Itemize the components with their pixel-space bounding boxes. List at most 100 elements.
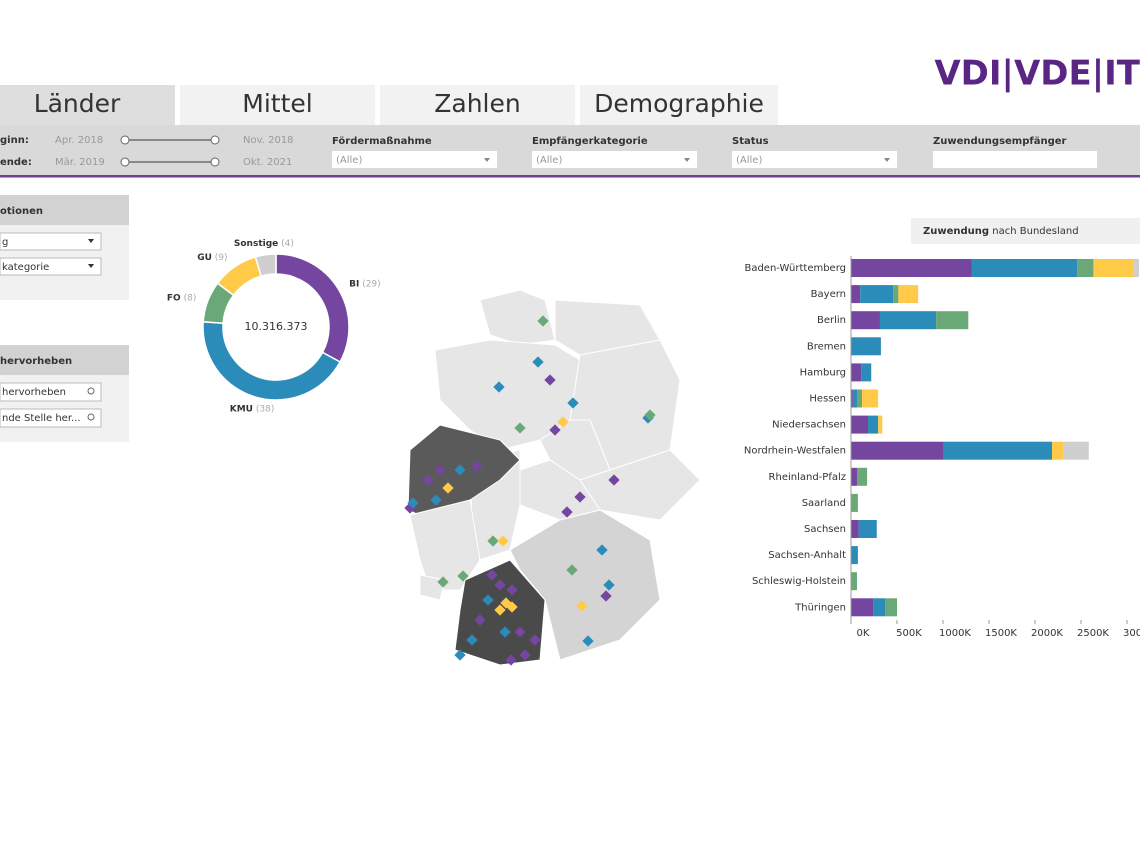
map-point [549,424,561,436]
date-label: ginn: [0,135,29,146]
donut-category: Sonstige [234,238,278,248]
date-to: Nov. 2018 [243,135,294,146]
map-point [487,535,499,547]
map-point [471,460,483,472]
bar-segment [851,520,859,538]
map-point [544,374,556,386]
dropdown[interactable] [732,151,897,168]
bar-segment [852,389,857,408]
option-dropdown[interactable] [0,257,102,276]
x-tick-label: 500K [896,628,922,639]
map-point [482,594,494,606]
y-tick-label: Rheinland-Pfalz [769,472,846,483]
logo: VDI|VDE|IT [934,54,1140,94]
bar-segment [851,441,943,460]
map-point [514,422,526,434]
map-point [442,482,454,494]
donut-count: (4) [281,238,294,248]
tab-label[interactable]: Mittel [242,89,312,118]
tab[interactable] [0,85,175,125]
donut-total: 10.316.373 [245,320,308,333]
bar-segment [851,389,853,408]
bar-segment [898,285,919,304]
tab-label[interactable]: Zahlen [434,89,520,118]
map-point [407,497,419,509]
bar-segment [851,285,861,304]
bar-segment [1052,441,1064,460]
map-point [430,494,442,506]
dropdown-value: (Alle) [336,155,362,166]
bar-segment [879,311,937,330]
map-point [600,590,612,602]
y-tick-label: Sachsen [804,524,846,535]
option-dropdown[interactable] [0,232,102,251]
map-point [576,600,588,612]
donut-label: BI (29) [349,279,381,289]
bar-segment [856,389,863,408]
map-point [529,634,541,646]
tab-label[interactable]: Länder [34,89,121,118]
dropdown[interactable] [332,151,497,168]
map-point [532,356,544,368]
bar-segment [851,598,874,617]
donut-slice [254,253,277,278]
highlight-placeholder: nde Stelle her... [2,413,81,424]
highlight-header [0,345,129,375]
y-tick-label: Bremen [807,341,846,352]
map-point [514,626,526,638]
map-point [608,474,620,486]
bar-segment [851,311,880,330]
map-point [574,491,586,503]
filter-divider [0,175,1140,178]
bar-segment [851,572,857,591]
tab[interactable] [380,85,575,125]
highlight-placeholder: hervorheben [2,387,66,398]
map-point [497,535,509,547]
bar-segment [971,259,1078,277]
donut-count: (9) [215,253,228,263]
title-rest: nach Bundesland [992,226,1078,237]
slider-knob[interactable] [120,135,130,145]
x-tick-label: 2500K [1077,628,1109,639]
bar-segment [873,598,886,617]
bar-segment [936,311,969,330]
slider-knob[interactable] [120,157,130,167]
filter-label: Empfängerkategorie [532,136,648,147]
map-point [644,409,656,421]
search-icon [87,413,95,421]
donut-category: FO [167,293,181,303]
y-tick-label: Schleswig-Holstein [752,576,846,587]
highlight-input[interactable] [0,408,102,428]
donut-label: Sonstige (4) [234,238,294,248]
bar-segment [943,441,1053,460]
tab[interactable] [580,85,778,125]
slider-knob[interactable] [210,157,220,167]
search-box[interactable] [933,151,1097,168]
map-point [454,464,466,476]
bar-segment [851,259,972,277]
tab-label[interactable]: Demographie [594,89,764,118]
highlight-input[interactable] [0,382,102,402]
map-point [486,569,498,581]
x-tick-label: 1000K [939,628,971,639]
search-icon [87,387,95,395]
slider-knob[interactable] [210,135,220,145]
donut-count: (29) [362,279,380,289]
date-label: ende: [0,157,32,168]
dropdown-arrow [484,158,490,162]
dropdown[interactable] [532,151,697,168]
donut-slice [202,320,342,401]
y-tick-label: Nordrhein-Westfalen [744,446,846,457]
map-point [494,604,506,616]
map-point [457,570,469,582]
y-tick-label: Saarland [802,498,846,509]
tab[interactable] [180,85,375,125]
date-to: Okt. 2021 [243,157,292,168]
map-point [499,626,511,638]
y-tick-label: Berlin [817,315,846,326]
y-tick-label: Bayern [811,289,846,300]
map-point [567,397,579,409]
donut-category: BI [349,279,359,289]
filter-label: Status [732,136,769,147]
bar-segment [893,285,899,304]
